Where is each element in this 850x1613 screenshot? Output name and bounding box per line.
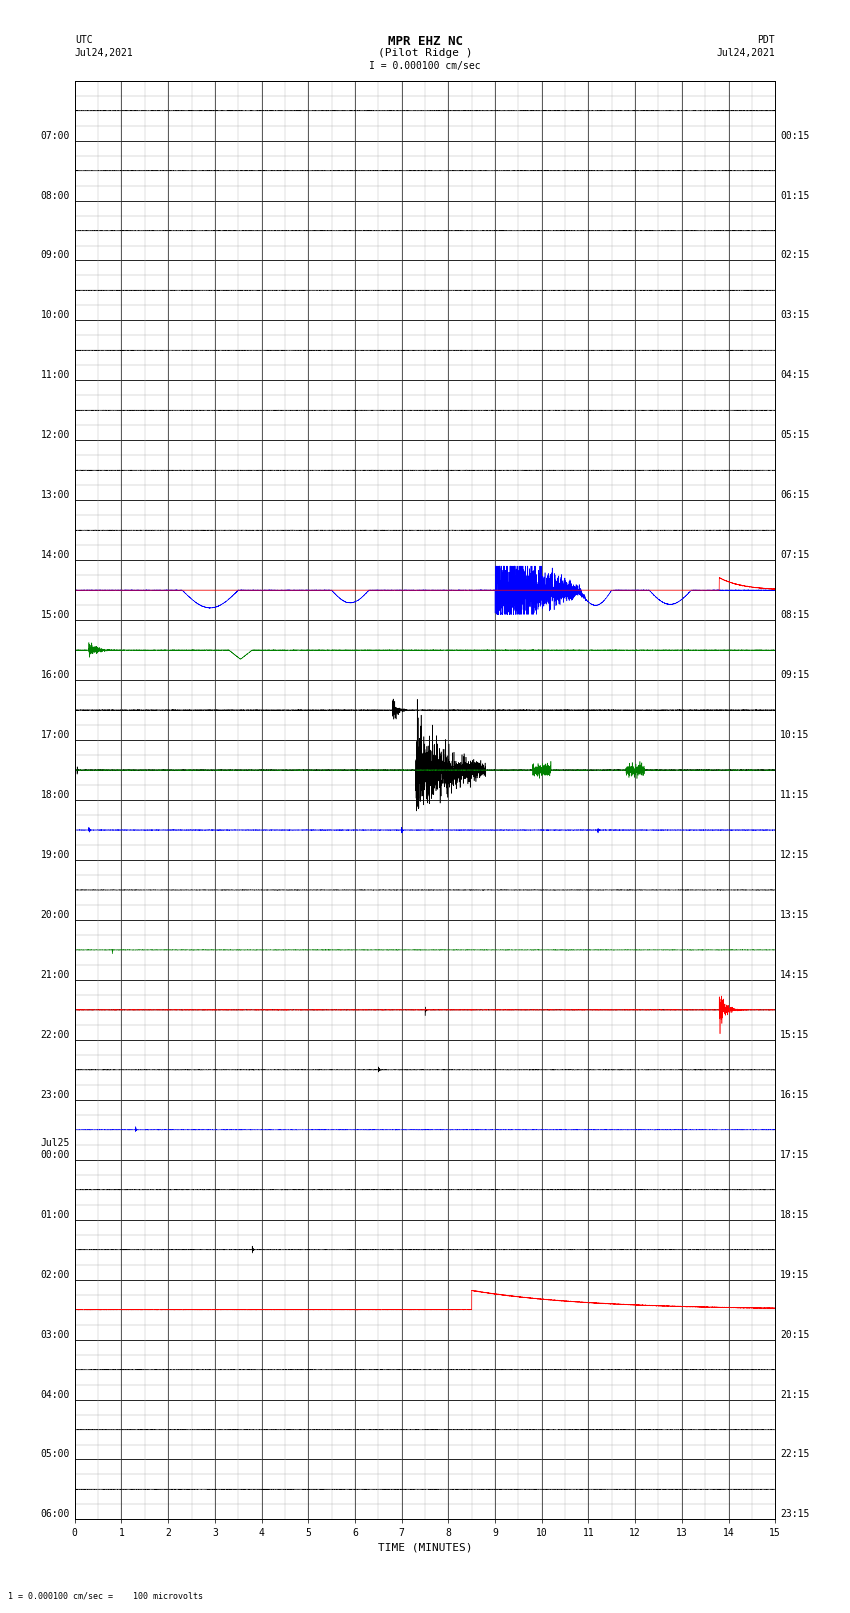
Text: 1 = 0.000100 cm/sec =    100 microvolts: 1 = 0.000100 cm/sec = 100 microvolts: [8, 1590, 203, 1600]
X-axis label: TIME (MINUTES): TIME (MINUTES): [377, 1542, 473, 1553]
Text: MPR EHZ NC: MPR EHZ NC: [388, 35, 462, 48]
Text: UTC: UTC: [75, 35, 93, 45]
Text: I = 0.000100 cm/sec: I = 0.000100 cm/sec: [369, 61, 481, 71]
Text: Jul24,2021: Jul24,2021: [75, 48, 133, 58]
Text: PDT: PDT: [757, 35, 775, 45]
Text: Jul24,2021: Jul24,2021: [717, 48, 775, 58]
Text: (Pilot Ridge ): (Pilot Ridge ): [377, 48, 473, 58]
